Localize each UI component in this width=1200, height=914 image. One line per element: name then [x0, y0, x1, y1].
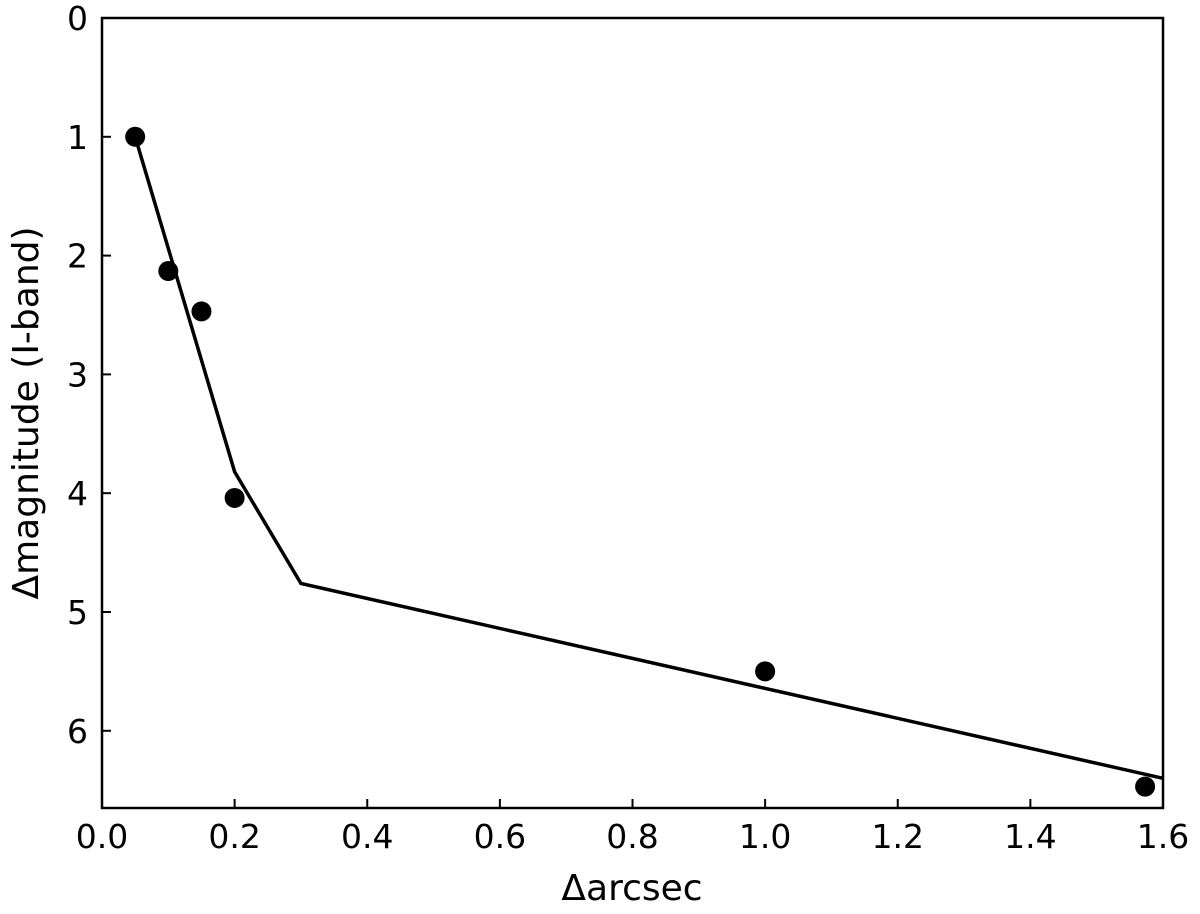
x-tick-label: 1.4	[1004, 817, 1056, 856]
x-tick-label: 1.0	[739, 817, 791, 856]
x-tick-label: 1.2	[872, 817, 924, 856]
data-point	[191, 301, 212, 322]
y-tick-label: 0	[67, 0, 88, 38]
y-tick-label: 6	[67, 712, 88, 751]
x-tick-label: 0.2	[208, 817, 260, 856]
x-tick-label: 0.0	[76, 817, 128, 856]
x-tick-label: 1.6	[1137, 817, 1189, 856]
x-tick-label: 0.4	[341, 817, 393, 856]
y-tick-label: 3	[67, 355, 88, 394]
y-axis-label: Δmagnitude (I-band)	[6, 226, 47, 599]
x-tick-label: 0.8	[606, 817, 658, 856]
y-tick-label: 1	[67, 118, 88, 157]
y-tick-label: 2	[67, 237, 88, 276]
data-point	[1135, 776, 1156, 797]
x-tick-label: 0.6	[474, 817, 526, 856]
y-tick-label: 4	[67, 474, 88, 513]
plot-frame	[100, 16, 1165, 810]
data-point	[224, 487, 245, 508]
fit-line	[133, 136, 1164, 781]
x-axis-label: Δarcsec	[561, 868, 702, 909]
y-tick-label: 5	[67, 593, 88, 632]
data-point	[755, 661, 776, 682]
